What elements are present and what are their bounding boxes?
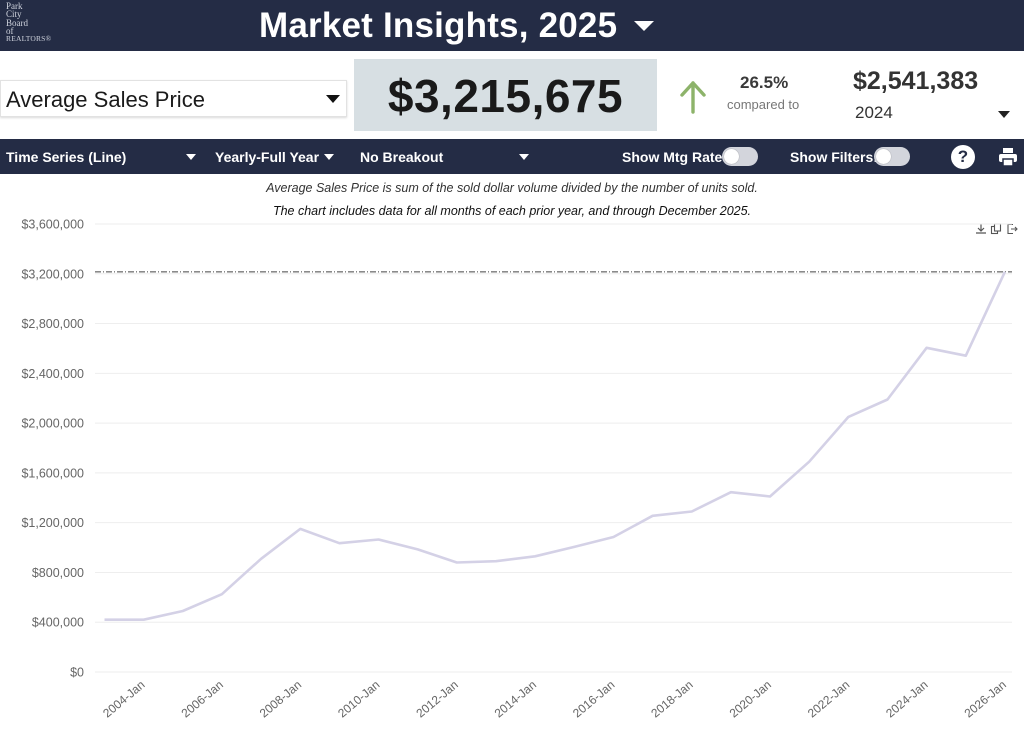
chart-type-select[interactable]: Time Series (Line) <box>6 149 127 165</box>
y-tick-label: $1,200,000 <box>21 516 84 530</box>
y-axis-labels: $0 $400,000 $800,000 $1,200,000 $1,600,000 $2… <box>21 218 84 680</box>
x-tick-label: 2008-Jan <box>257 678 304 721</box>
y-tick-label: $0 <box>70 666 84 680</box>
logo-line-of: of <box>6 25 14 36</box>
comparison-value: $2,541,383 <box>853 67 979 95</box>
x-tick-label: 2024-Jan <box>883 678 930 721</box>
chart-description-line-2: The chart includes data for all months o… <box>272 204 752 218</box>
chart-type-caret-icon[interactable] <box>186 154 196 160</box>
controls-bar: Time Series (Line) Yearly-Full Year No B… <box>0 139 1024 174</box>
metric-dropdown-label: Average Sales Price <box>6 87 205 112</box>
y-tick-label: $2,800,000 <box>21 317 84 331</box>
chart-gridlines <box>95 223 1012 673</box>
chart-series-line <box>104 271 1007 622</box>
period-select[interactable]: Yearly-Full Year <box>215 149 320 165</box>
toggle-knob <box>876 149 891 164</box>
x-tick-label: 2020-Jan <box>727 678 774 721</box>
x-tick-label: 2018-Jan <box>648 678 695 721</box>
breakout-select[interactable]: No Breakout <box>360 149 444 165</box>
x-axis-labels: 2004-Jan 2006-Jan 2008-Jan 2010-Jan 2012-Jan… <box>100 678 1009 721</box>
x-tick-label: 2014-Jan <box>492 678 539 721</box>
x-tick-label: 2006-Jan <box>179 678 226 721</box>
sales-price-chart: $0 $400,000 $800,000 $1,200,000 $1,600,000 $2… <box>21 218 1012 721</box>
y-tick-label: $2,000,000 <box>21 417 84 431</box>
x-tick-label: 2010-Jan <box>335 678 382 721</box>
series-line <box>104 271 1007 622</box>
x-tick-label: 2012-Jan <box>413 678 460 721</box>
x-tick-label: 2026-Jan <box>962 678 1009 721</box>
printer-icon[interactable] <box>998 147 1018 167</box>
caret-down-icon <box>326 95 340 103</box>
chart-description-line-1: Average Sales Price is sum of the sold d… <box>266 181 758 195</box>
page-title[interactable]: Market Insights, 2025 <box>259 6 618 45</box>
show-mtg-rate-toggle[interactable] <box>722 147 758 166</box>
header-bar: Park City Board of REALTORS® Market Insi… <box>0 0 1024 51</box>
show-filters-toggle[interactable] <box>874 147 910 166</box>
period-caret-icon[interactable] <box>324 154 334 160</box>
logo-line-city: City <box>6 9 22 20</box>
breakout-caret-icon[interactable] <box>519 154 529 160</box>
y-tick-label: $3,600,000 <box>21 218 84 232</box>
y-tick-label: $1,600,000 <box>21 466 84 480</box>
metric-dropdown[interactable]: Average Sales Price <box>0 80 347 117</box>
y-tick-label: $800,000 <box>32 566 84 580</box>
y-tick-label: $400,000 <box>32 616 84 630</box>
current-value-box: $3,215,675 <box>354 59 657 131</box>
x-tick-label: 2022-Jan <box>805 678 852 721</box>
logo-line-board: Board <box>6 17 28 28</box>
compared-to-label: compared to <box>727 97 800 112</box>
comparison-year-caret-icon[interactable] <box>998 111 1010 118</box>
current-value: $3,215,675 <box>387 70 624 122</box>
logo-line-park: Park <box>6 1 23 11</box>
toggle-knob <box>724 149 739 164</box>
comparison-year-select[interactable]: 2024 <box>855 103 893 122</box>
percent-change: 26.5% <box>740 73 789 92</box>
download-icon[interactable] <box>975 223 987 235</box>
logo-line-realtors: REALTORS® <box>6 34 52 44</box>
question-circle-icon[interactable]: ? <box>951 145 975 169</box>
show-filters-label: Show Filters: <box>790 149 878 165</box>
y-tick-label: $2,400,000 <box>21 367 84 381</box>
board-logo: Park City Board of REALTORS® <box>6 1 68 50</box>
x-tick-label: 2016-Jan <box>570 678 617 721</box>
y-tick-label: $3,200,000 <box>21 267 84 281</box>
title-dropdown-caret-icon[interactable] <box>634 21 654 31</box>
x-tick-label: 2004-Jan <box>100 678 147 721</box>
arrow-up-icon <box>680 81 706 114</box>
show-mtg-rate-label: Show Mtg Rate: <box>622 149 727 165</box>
